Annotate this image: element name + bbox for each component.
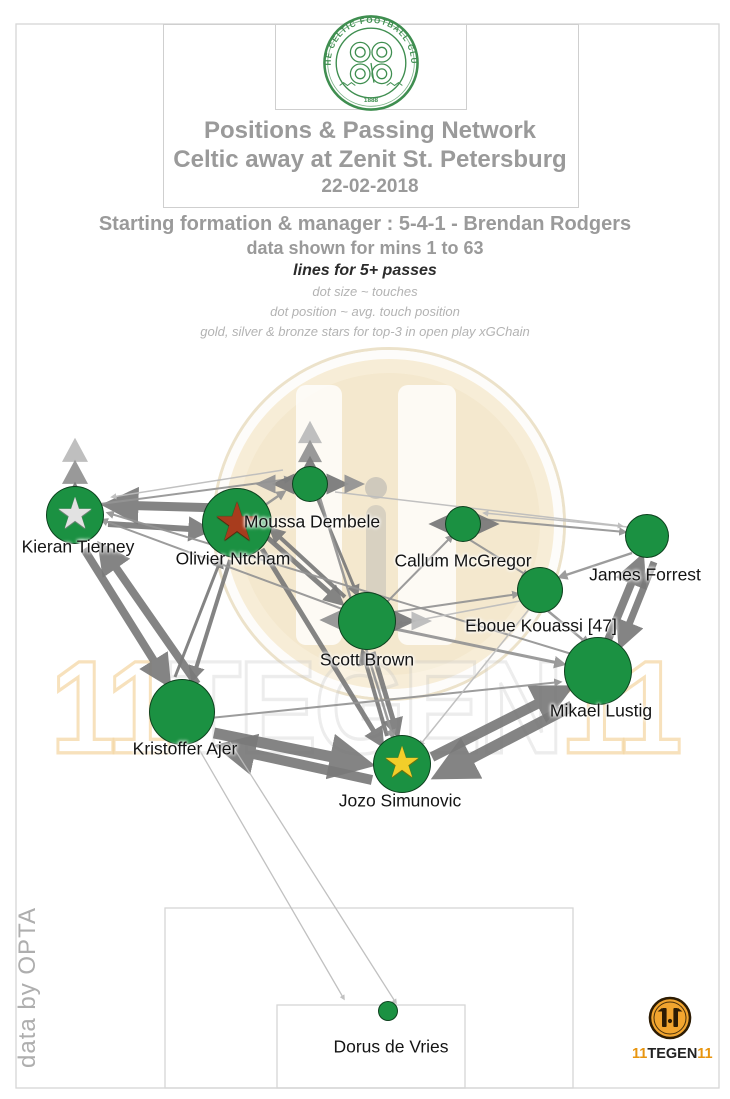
player-label-scott-brown: Scott Brown: [319, 649, 415, 670]
gold-star-icon: ★: [382, 738, 422, 787]
minutes-shown: data shown for mins 1 to 63: [246, 238, 484, 258]
clover-icon: [339, 41, 403, 87]
player-node-kieran-tierney: ★: [46, 486, 104, 544]
player-label-james-forrest: James Forrest: [589, 564, 701, 585]
title-block: Positions & Passing Network Celtic away …: [163, 116, 577, 200]
watermark-dot: [365, 477, 387, 499]
stars-note: gold, silver & bronze stars for top-3 in…: [200, 324, 530, 339]
subtitle-block: Starting formation & manager : 5-4-1 - B…: [0, 212, 730, 342]
silver-star-icon: ★: [55, 489, 95, 538]
11tegen11-logo-icon: [648, 996, 692, 1040]
player-node-jozo-simunovic: ★: [373, 735, 431, 793]
11tegen11-wordmark: 11TEGEN11: [632, 1046, 713, 1062]
player-node-mikael-lustig: [564, 637, 632, 705]
player-node-dorus-de-vries: [378, 1001, 398, 1021]
player-node-james-forrest: [625, 514, 669, 558]
dot-size-note: dot size ~ touches: [312, 284, 418, 299]
formation-manager: Starting formation & manager : 5-4-1 - B…: [98, 213, 632, 235]
player-node-kristoffer-ajer: [149, 679, 215, 745]
bronze-star-icon: ★: [213, 492, 261, 552]
crest-year: 1888: [364, 97, 379, 104]
page-title: Positions & Passing Network: [203, 117, 537, 144]
match-date: 22-02-2018: [321, 176, 419, 197]
data-source-credit: data by OPTA: [14, 907, 41, 1068]
celtic-crest-logo: THE CELTIC FOOTBALL CLUB 1888: [322, 14, 419, 111]
player-label-kieran-tierney: Kieran Tierney: [21, 536, 135, 557]
player-node-olivier-ntcham: ★: [202, 488, 272, 558]
player-label-eboue-kouassi-47: Eboue Kouassi [47]: [465, 615, 617, 636]
player-label-kristoffer-ajer: Kristoffer Ajer: [132, 738, 238, 759]
dot-position-note: dot position ~ avg. touch position: [270, 304, 460, 319]
player-node-callum-mcgregor: [445, 506, 481, 542]
player-node-moussa-dembele: [292, 466, 328, 502]
player-node-scott-brown: [338, 592, 396, 650]
player-label-dorus-de-vries: Dorus de Vries: [333, 1036, 449, 1057]
player-label-moussa-dembele: Moussa Dembele: [243, 511, 381, 532]
player-label-mikael-lustig: Mikael Lustig: [549, 700, 653, 721]
player-label-callum-mcgregor: Callum McGregor: [394, 550, 532, 571]
player-label-jozo-simunovic: Jozo Simunovic: [338, 790, 462, 811]
passing-edges: [80, 469, 658, 1005]
11tegen11-brand: 11TEGEN11: [632, 995, 713, 1062]
lines-legend: lines for 5+ passes: [293, 262, 437, 279]
player-node-eboue-kouassi-47: [517, 567, 563, 613]
match-title: Celtic away at Zenit St. Petersburg: [173, 146, 567, 173]
player-label-olivier-ntcham: Olivier Ntcham: [175, 548, 291, 569]
